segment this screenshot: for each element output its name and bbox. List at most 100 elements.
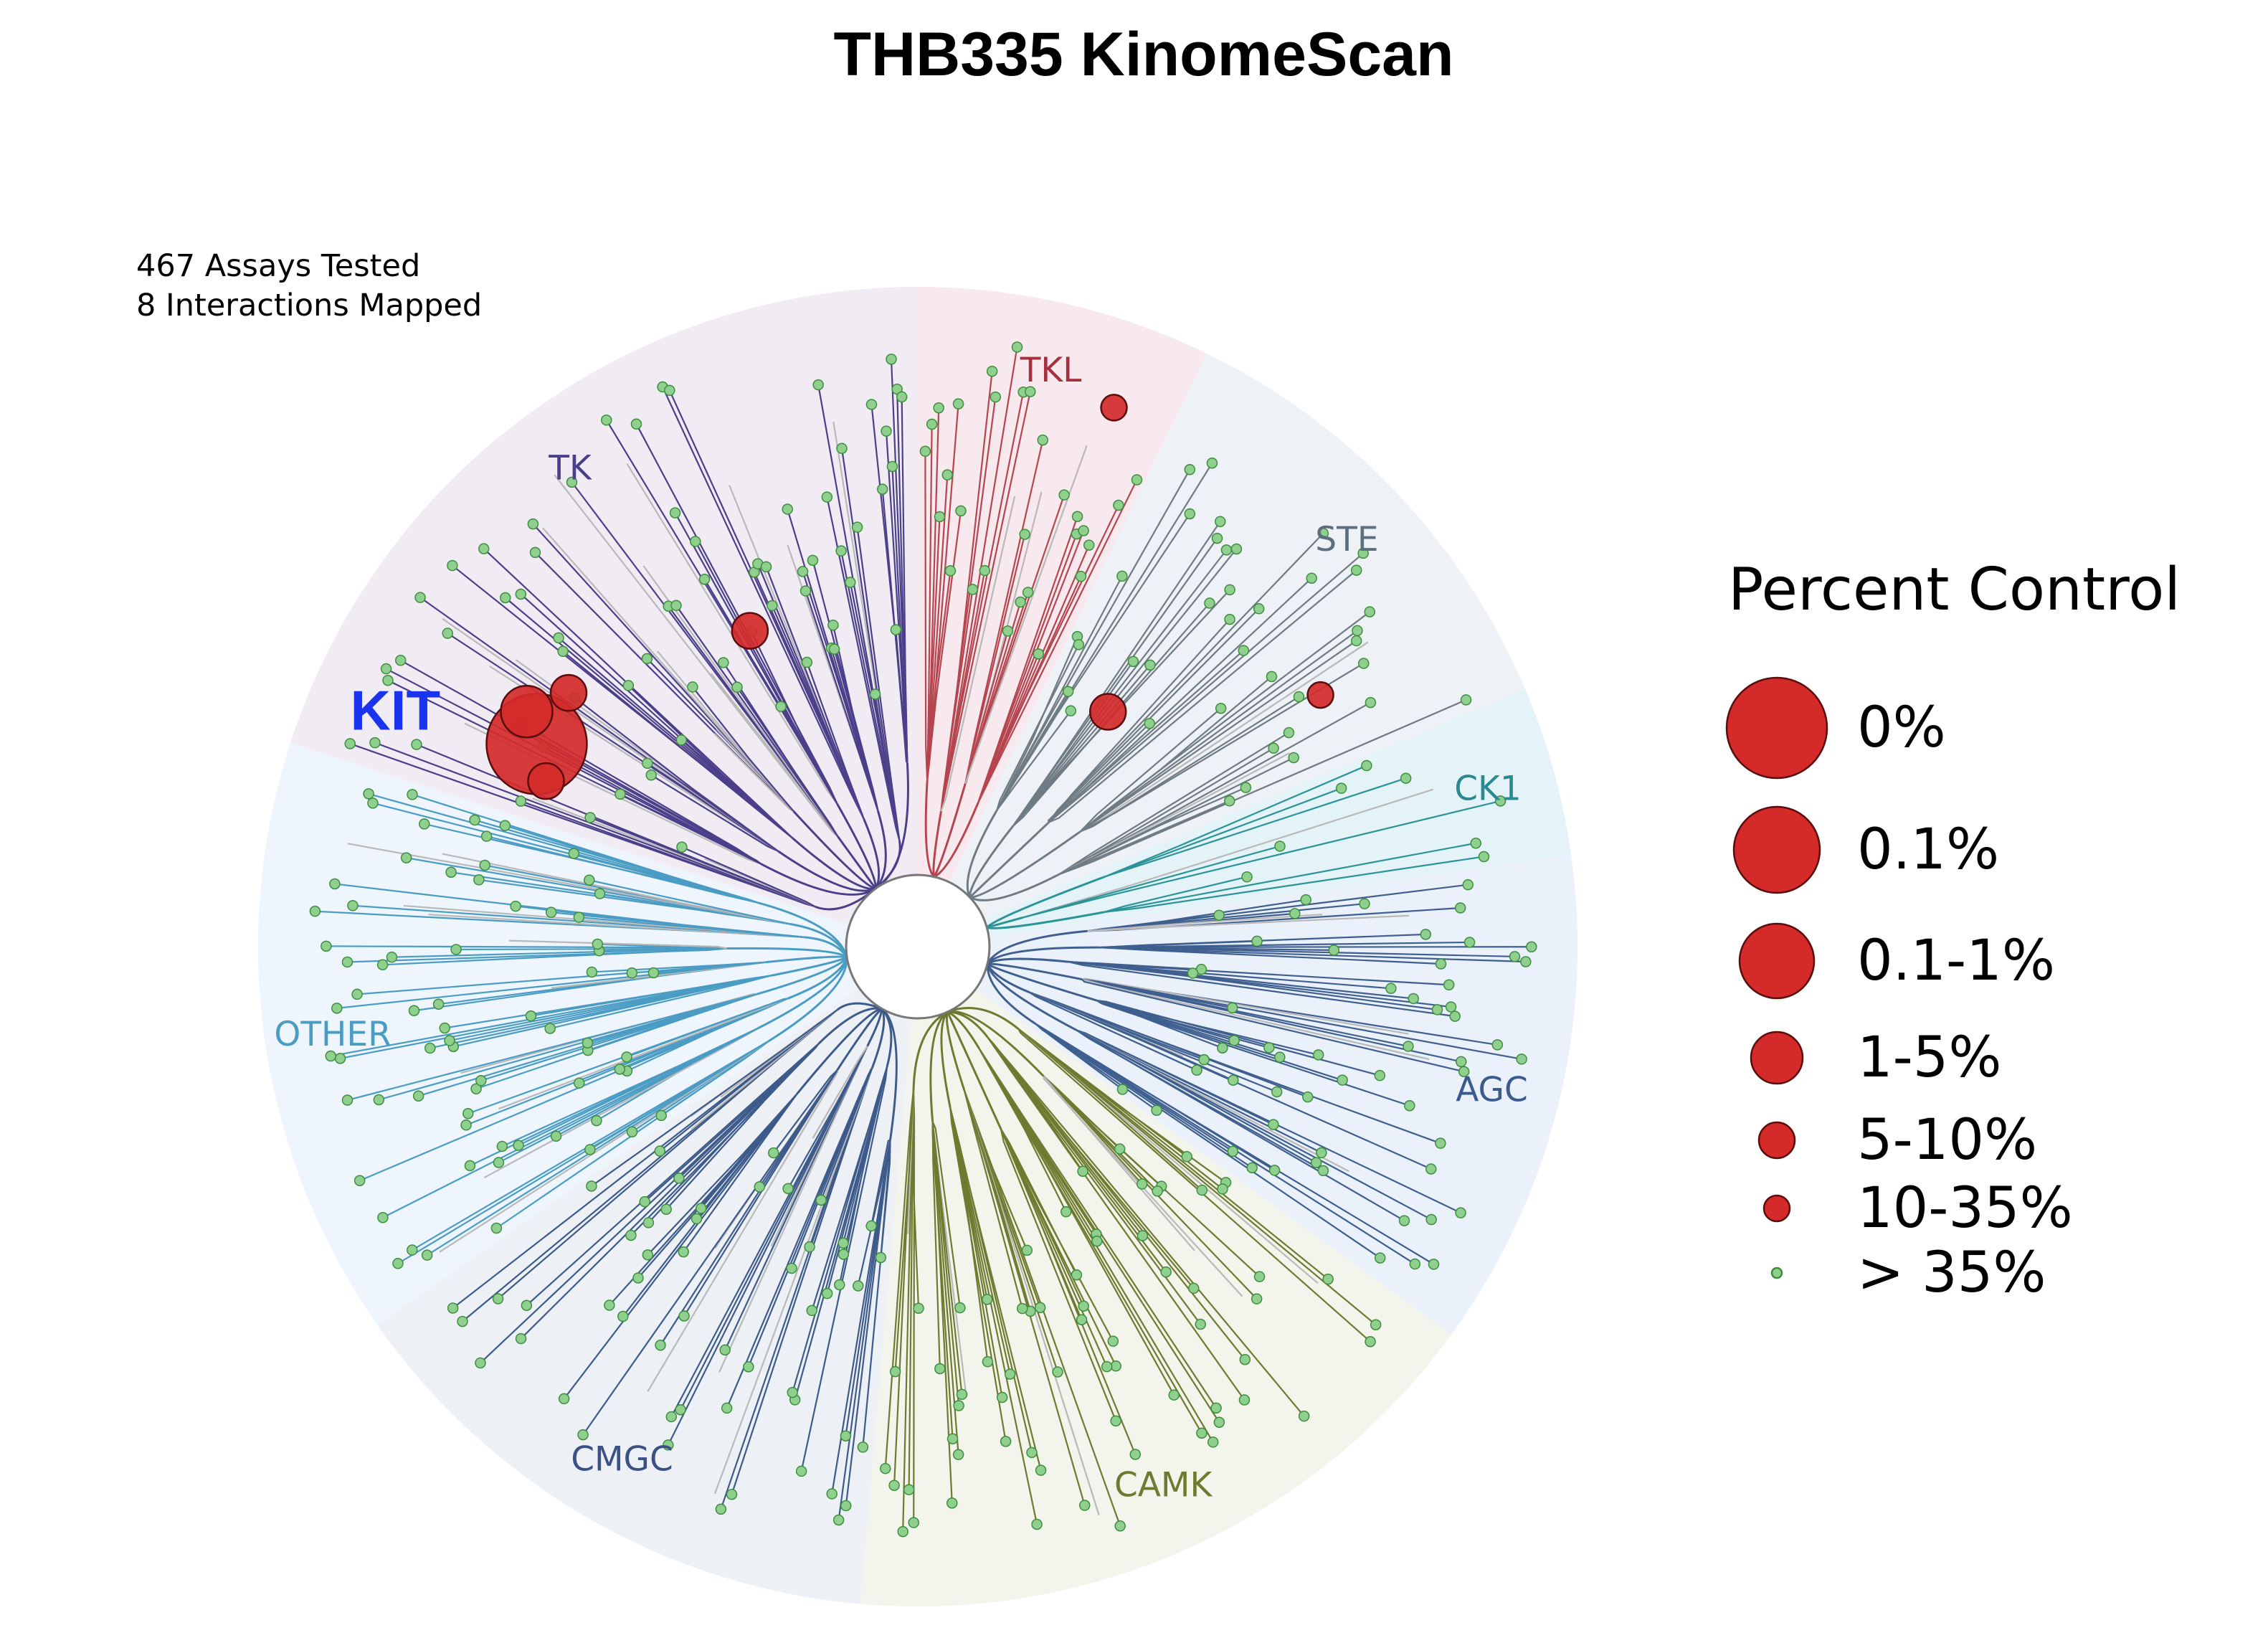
branch-camk-clade	[940, 1011, 952, 1108]
leaf-marker-cmgc	[857, 1441, 869, 1453]
leaf-marker-other	[445, 866, 457, 878]
branch-tkl-clade	[924, 780, 935, 878]
leaf-marker-camk	[1114, 1520, 1126, 1532]
leaf-marker-ste	[1206, 457, 1218, 469]
legend-title: Percent Control	[1728, 556, 2181, 624]
leaf-marker-camk	[1210, 1402, 1222, 1414]
leaf-marker-camk	[952, 1449, 964, 1460]
leaf-marker-other	[583, 874, 595, 886]
branch-ste	[996, 710, 1072, 811]
leaf-marker-agc	[1455, 1056, 1467, 1068]
leaf-marker-cmgc	[654, 1145, 666, 1157]
leaf-marker-tk	[782, 503, 793, 515]
leaf-marker-other	[407, 789, 418, 800]
leaf-marker-other	[469, 814, 480, 826]
leaf-marker-cmgc	[787, 1386, 798, 1398]
leaf-marker-tk	[797, 566, 809, 577]
leaf-marker-tk	[801, 656, 813, 668]
leaf-marker-tkl	[955, 505, 967, 517]
branch-agc	[1096, 1000, 1223, 1049]
leaf-marker-tkl	[1019, 529, 1030, 540]
branch-other-clade	[771, 956, 848, 977]
branch-ste	[1058, 787, 1246, 876]
leaf-marker-cmgc	[743, 1361, 754, 1373]
leaf-marker-camk	[1107, 1335, 1119, 1347]
leaf-marker-tkl	[1022, 587, 1034, 598]
branch-tk-clade	[836, 803, 877, 889]
leaf-marker-camk	[1034, 1302, 1046, 1313]
branch-tk	[832, 625, 879, 812]
branch-tkl	[940, 496, 1016, 812]
leaf-marker-other	[450, 944, 462, 955]
branch-cmgc-clade	[817, 1007, 883, 1045]
branch-tk	[901, 397, 908, 764]
leaf-marker-other	[408, 1005, 420, 1017]
leaf-marker-tk	[869, 688, 881, 700]
leaf-marker-tkl	[926, 418, 938, 430]
leaf-marker-cmgc	[639, 1195, 650, 1208]
leaf-marker-other	[321, 940, 332, 952]
branch-cmgc	[647, 1093, 798, 1256]
branch-cmgc	[726, 1068, 873, 1408]
chart-title: THB335 KinomeScan	[833, 20, 1453, 89]
branch-ste-clade	[966, 809, 998, 898]
leaf-marker-camk	[1239, 1354, 1251, 1365]
legend-label: 0.1-1%	[1857, 929, 2055, 993]
leaf-marker-camk	[1196, 1184, 1208, 1196]
leaf-marker-other	[550, 1130, 562, 1142]
hit-marker-tkl-hit-1	[1100, 394, 1128, 422]
leaf-marker-agc	[1425, 1163, 1437, 1175]
leaf-marker-other	[490, 1222, 503, 1234]
leaf-marker-other	[439, 1022, 450, 1034]
hit-marker-tk-hit-4	[731, 612, 769, 650]
leaf-marker-camk	[981, 1294, 993, 1305]
branch-camk	[884, 1089, 915, 1469]
leaf-marker-ste	[1283, 726, 1295, 739]
branch-agc	[1028, 991, 1197, 1071]
leaf-marker-cmgc	[804, 1241, 815, 1253]
leaf-marker-camk	[1078, 1300, 1089, 1312]
leaf-marker-camk	[1076, 1314, 1088, 1326]
leaf-marker-agc	[1228, 1035, 1240, 1046]
leaf-marker-tk	[876, 483, 888, 495]
leaf-marker-cmgc	[632, 1272, 644, 1284]
leaf-marker-tk	[865, 399, 878, 410]
leaf-marker-other	[419, 818, 430, 830]
branch-tk-clade	[777, 850, 876, 892]
leaf-marker-other	[614, 1064, 626, 1075]
leaf-marker-tk	[687, 681, 698, 693]
leaf-marker-ck1	[1335, 782, 1347, 794]
leaf-marker-other	[574, 1077, 585, 1089]
leaf-marker-cmgc	[815, 1194, 827, 1206]
leaf-marker-camk	[880, 1462, 891, 1474]
leaf-marker-agc	[1455, 1207, 1466, 1218]
leaf-marker-tk	[835, 545, 847, 557]
legend-label: 0.1%	[1857, 818, 1999, 882]
leaf-marker-camk	[889, 1365, 901, 1378]
leaf-marker-other	[400, 852, 412, 863]
branch-other	[412, 1040, 770, 1251]
leaf-marker-cmgc	[768, 1147, 779, 1159]
branch-cmgc-clade	[881, 1008, 893, 1067]
leaf-marker-camk	[996, 1391, 1008, 1403]
leaf-marker-agc	[1274, 1051, 1286, 1063]
branch-cmgc-clade	[866, 1008, 883, 1047]
branch-camk	[931, 1121, 941, 1369]
branch-other	[456, 947, 727, 951]
leaf-marker-camk	[1035, 1464, 1047, 1476]
leaf-marker-agc	[1312, 1049, 1324, 1061]
leaf-marker-agc	[1116, 1084, 1129, 1095]
branch-tk	[692, 686, 794, 812]
leaf-marker-ck1	[1400, 772, 1412, 784]
leaf-marker-agc	[1491, 1039, 1504, 1051]
leaf-marker-camk	[1298, 1410, 1310, 1422]
leaf-marker-tk	[515, 795, 527, 807]
tree-branches	[315, 346, 1532, 1532]
leaf-marker-tk	[836, 442, 848, 455]
leaf-marker-tk	[630, 418, 642, 430]
branch-other-clade	[766, 955, 848, 964]
legend-swatch	[1732, 805, 1821, 894]
leaf-marker-agc	[1310, 1157, 1322, 1168]
leaf-marker-cmgc	[821, 1287, 833, 1299]
leaf-marker-cmgc	[726, 1489, 738, 1500]
